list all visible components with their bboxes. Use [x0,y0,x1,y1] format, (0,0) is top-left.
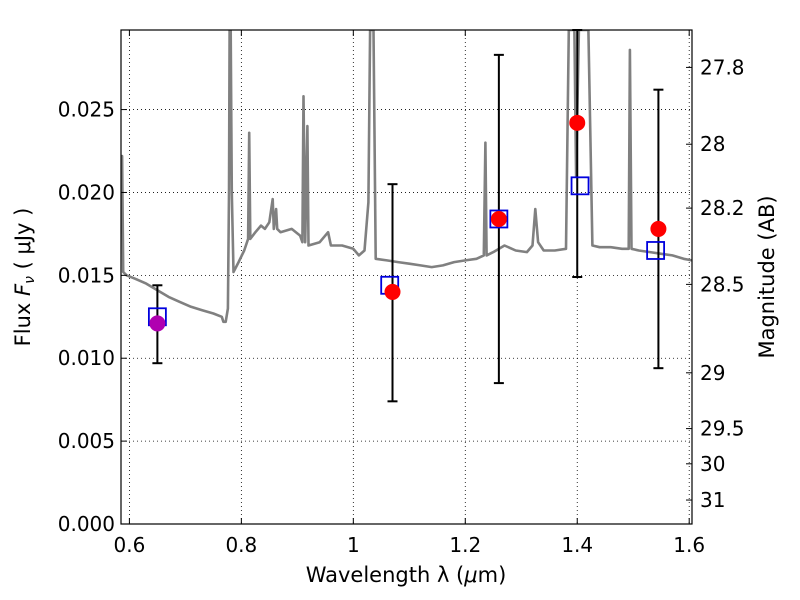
magnitude-tick-label: 29 [700,361,725,385]
y-axis-label: Flux Fν ( μJy ) [11,208,38,347]
magnitude-tick-label: 28 [700,132,725,156]
y-axis-ticks: 0.000 0.005 0.010 0.015 0.020 0.025 [58,98,127,536]
x-tick-label: 1.4 [561,533,593,557]
magnitude-axis-label: Magnitude (AB) [755,195,779,358]
observed-point [149,315,166,332]
x-tick-label: 1.2 [449,533,481,557]
x-tick-label: 0.6 [113,533,145,557]
model-spectrum-line [121,30,692,324]
x-axis-label-mu: μ [463,563,477,587]
observed-point [490,210,507,227]
magnitude-tick-label: 29.5 [700,417,745,441]
grid-lines [121,30,692,524]
magnitude-tick-label: 27.8 [700,55,745,79]
y-tick-label: 0.000 [58,512,115,536]
plot-frame [120,29,693,525]
y-tick-label: 0.025 [58,98,115,122]
model-spectrum-layer [121,30,692,324]
x-tick-label: 1.6 [673,533,705,557]
magnitude-tick-label: 31 [700,488,725,512]
y-axis-label-nu: ν [22,276,38,284]
model-photometry-layer [147,176,666,327]
y-tick-label: 0.010 [58,346,115,370]
y-tick-label: 0.005 [58,429,115,453]
model-photometry-square [489,209,509,229]
y-tick-label: 0.015 [58,263,115,287]
observed-point [650,220,667,237]
observed-point [384,283,401,300]
x-axis-ticks: 0.6 0.8 1 1.2 1.4 1.6 [113,30,705,557]
model-photometry-square [646,241,666,260]
model-photometry-square [570,176,590,196]
observed-points-layer [149,114,667,332]
x-axis-label: Wavelength λ (μm) [306,563,507,587]
magnitude-tick-label: 30 [700,452,725,476]
y-axis-label-f: F [11,283,35,296]
magnitude-tick-label: 28.5 [700,272,745,296]
x-tick-label: 0.8 [225,533,257,557]
magnitude-axis-ticks: 27.8 28 28.2 28.5 29 29.5 30 31 [686,55,745,512]
x-tick-label: 1 [347,533,360,557]
observed-point [569,114,586,131]
magnitude-tick-label: 28.2 [700,196,745,220]
y-tick-label: 0.020 [58,180,115,204]
